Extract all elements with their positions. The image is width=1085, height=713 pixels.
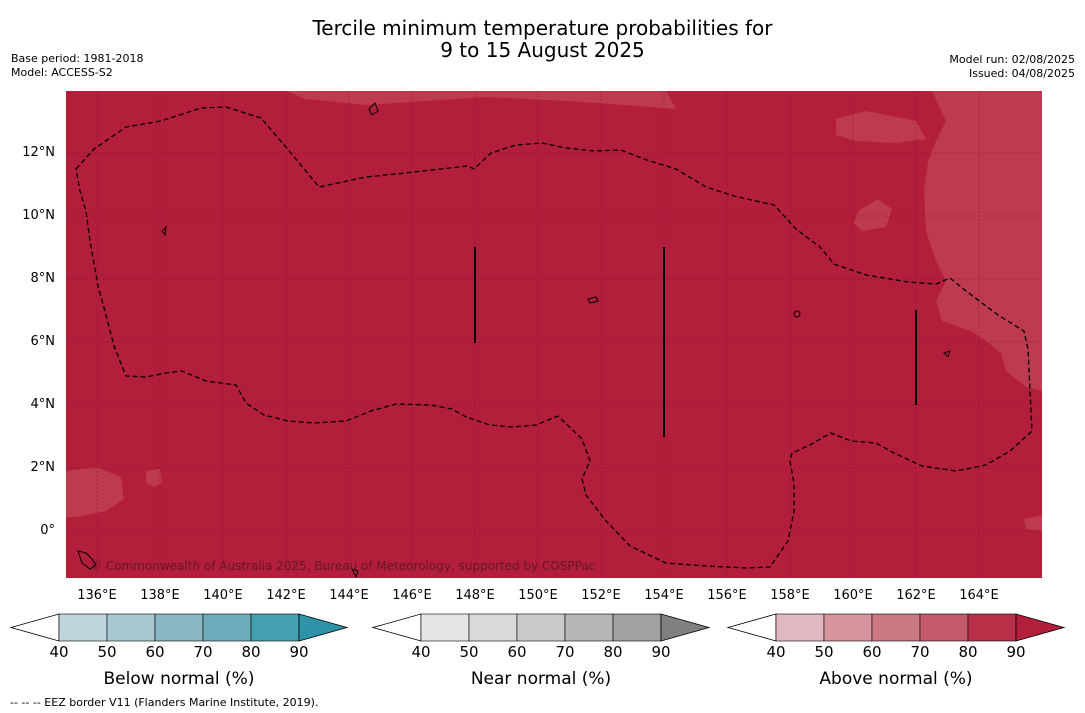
colorbar-segment xyxy=(612,613,662,642)
lon-label: 156°E xyxy=(707,588,747,603)
lon-label: 148°E xyxy=(455,588,495,603)
colorbar-extend-low xyxy=(371,613,422,642)
lat-label: 6°N xyxy=(30,334,56,349)
colorbar-segment xyxy=(871,613,921,642)
colorbar-segment xyxy=(58,613,108,642)
colorbar-segment xyxy=(106,613,156,642)
islands xyxy=(77,102,951,578)
lon-label: 146°E xyxy=(392,588,432,603)
lat-label: 8°N xyxy=(30,271,56,286)
lat-label: 2°N xyxy=(30,460,56,475)
lat-label: 4°N xyxy=(30,397,56,412)
lon-label: 150°E xyxy=(518,588,558,603)
colorbar-tick-label: 70 xyxy=(555,643,575,661)
station-marks xyxy=(474,247,917,437)
colorbar-segment xyxy=(564,613,614,642)
map-canvas xyxy=(66,91,1042,578)
colorbars xyxy=(9,613,1066,642)
lon-label: 144°E xyxy=(329,588,369,603)
colorbar-segment xyxy=(250,613,300,642)
lon-label: 152°E xyxy=(581,588,621,603)
colorbar-tick-label: 80 xyxy=(603,643,623,661)
colorbar-segment xyxy=(967,613,1017,642)
base-period-text: Base period: 1981-2018 xyxy=(11,52,144,65)
colorbar-segment xyxy=(468,613,518,642)
secondary-probability-areas xyxy=(66,91,1042,531)
model-run-text: Model run: 02/08/2025 xyxy=(949,53,1075,66)
lat-label: 0° xyxy=(40,523,55,538)
colorbar-segment xyxy=(202,613,252,642)
colorbar-tick-label: 80 xyxy=(958,643,978,661)
colorbar-extend-high xyxy=(1015,613,1066,642)
colorbar-extend-high xyxy=(660,613,711,642)
title-line-1: Tercile minimum temperature probabilitie… xyxy=(312,16,773,40)
lon-label: 164°E xyxy=(959,588,999,603)
colorbar-tick-label: 60 xyxy=(862,643,882,661)
probability-map xyxy=(66,91,1042,578)
colorbar-title-below: Below normal (%) xyxy=(103,669,255,689)
model-text: Model: ACCESS-S2 xyxy=(11,66,113,79)
colorbar-tick-label: 40 xyxy=(49,643,69,661)
lat-label: 12°N xyxy=(22,145,55,160)
colorbar-tick-label: 50 xyxy=(814,643,834,661)
colorbar-segment xyxy=(516,613,566,642)
colorbar-tick-label: 70 xyxy=(193,643,213,661)
colorbar-title-near: Near normal (%) xyxy=(470,669,612,689)
colorbar-tick-label: 90 xyxy=(1006,643,1026,661)
colorbar-below-normal xyxy=(9,613,349,642)
colorbar-tick-label: 40 xyxy=(766,643,786,661)
colorbar-segment xyxy=(823,613,873,642)
colorbar-tick-label: 40 xyxy=(411,643,431,661)
colorbar-tick-label: 80 xyxy=(241,643,261,661)
lon-label: 154°E xyxy=(644,588,684,603)
colorbar-tick-label: 60 xyxy=(145,643,165,661)
lon-label: 140°E xyxy=(203,588,243,603)
issued-text: Issued: 04/08/2025 xyxy=(968,67,1075,80)
colorbar-extend-low xyxy=(726,613,777,642)
title-line-2: 9 to 15 August 2025 xyxy=(440,38,645,62)
copyright-text: © Commonwealth of Australia 2025, Bureau… xyxy=(90,559,596,573)
colorbar-tick-label: 50 xyxy=(459,643,479,661)
colorbar-segment xyxy=(154,613,204,642)
lon-label: 160°E xyxy=(833,588,873,603)
colorbar-tick-label: 70 xyxy=(910,643,930,661)
eez-legend-text: -- -- -- EEZ border V11 (Flanders Marine… xyxy=(10,696,319,709)
colorbar-above-normal xyxy=(726,613,1066,642)
colorbar-tick-label: 50 xyxy=(97,643,117,661)
lon-label: 138°E xyxy=(140,588,180,603)
lon-label: 158°E xyxy=(770,588,810,603)
colorbar-near-normal xyxy=(371,613,711,642)
colorbar-tick-label: 90 xyxy=(651,643,671,661)
lat-label: 10°N xyxy=(22,208,55,223)
colorbar-tick-label: 60 xyxy=(507,643,527,661)
lon-label: 136°E xyxy=(77,588,117,603)
colorbar-extend-low xyxy=(9,613,60,642)
colorbar-segment xyxy=(420,613,470,642)
colorbar-segment xyxy=(919,613,969,642)
lon-label: 142°E xyxy=(266,588,306,603)
colorbar-tick-label: 90 xyxy=(289,643,309,661)
colorbar-segment xyxy=(775,613,825,642)
colorbar-title-above: Above normal (%) xyxy=(819,669,973,689)
map-grid xyxy=(66,91,1042,578)
lon-label: 162°E xyxy=(896,588,936,603)
eez-border xyxy=(75,106,1033,569)
colorbar-extend-high xyxy=(298,613,349,642)
